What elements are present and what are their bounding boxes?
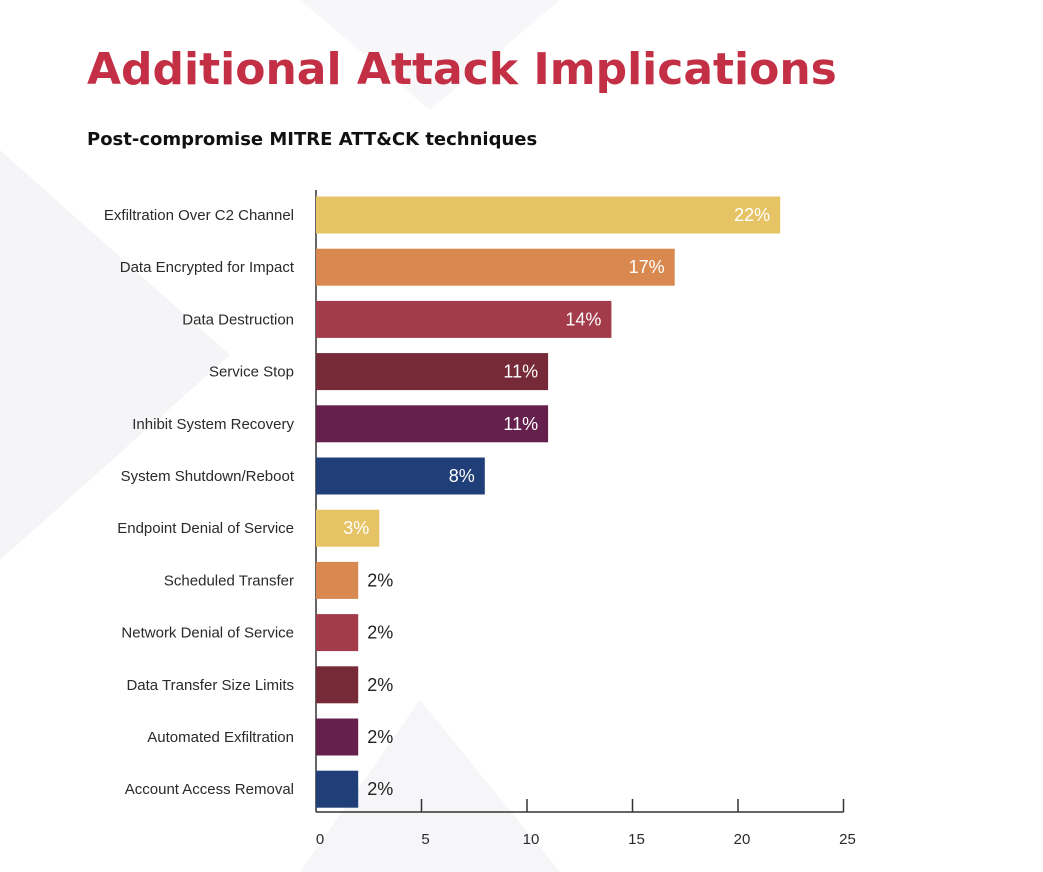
category-label: Data Encrypted for Impact — [120, 259, 295, 276]
data-label: 2% — [367, 623, 393, 643]
category-label: Scheduled Transfer — [164, 572, 294, 589]
data-label: 3% — [343, 518, 369, 538]
x-tick-label: 15 — [628, 831, 645, 848]
bar — [316, 248, 675, 286]
bar — [316, 718, 359, 756]
bar — [316, 353, 549, 391]
data-label: 2% — [367, 570, 393, 590]
x-tick-label: 20 — [734, 831, 751, 848]
category-label: Automated Exfiltration — [147, 729, 294, 746]
data-label: 2% — [367, 779, 393, 799]
data-label: 8% — [449, 466, 475, 486]
bar — [316, 457, 485, 495]
bar — [316, 666, 359, 704]
data-label: 17% — [629, 257, 665, 277]
category-label: Account Access Removal — [125, 781, 294, 798]
data-label: 14% — [565, 309, 601, 329]
page-title: Additional Attack Implications — [87, 44, 837, 95]
x-tick-label: 5 — [421, 831, 429, 848]
x-tick-label: 25 — [839, 831, 856, 848]
bar — [316, 509, 380, 547]
bar — [316, 300, 612, 338]
data-label: 11% — [503, 362, 538, 382]
bar — [316, 196, 781, 234]
category-label: Data Transfer Size Limits — [126, 677, 294, 694]
data-label: 2% — [367, 675, 393, 695]
bar — [316, 405, 549, 443]
data-label: 11% — [503, 414, 538, 434]
bar — [316, 770, 359, 808]
data-label: 2% — [367, 727, 393, 747]
data-label: 22% — [734, 205, 770, 225]
category-label: Endpoint Denial of Service — [117, 520, 294, 537]
category-label: Data Destruction — [182, 311, 294, 328]
category-label: Exfiltration Over C2 Channel — [104, 207, 294, 224]
category-label: Service Stop — [209, 364, 294, 381]
x-tick-label: 0 — [316, 831, 324, 848]
page-subtitle: Post-compromise MITRE ATT&CK techniques — [87, 129, 538, 150]
category-label: Network Denial of Service — [121, 625, 294, 642]
category-label: Inhibit System Recovery — [132, 416, 294, 433]
x-tick-label: 10 — [523, 831, 540, 848]
bar — [316, 561, 359, 599]
category-label: System Shutdown/Reboot — [121, 468, 295, 485]
bar — [316, 614, 359, 652]
